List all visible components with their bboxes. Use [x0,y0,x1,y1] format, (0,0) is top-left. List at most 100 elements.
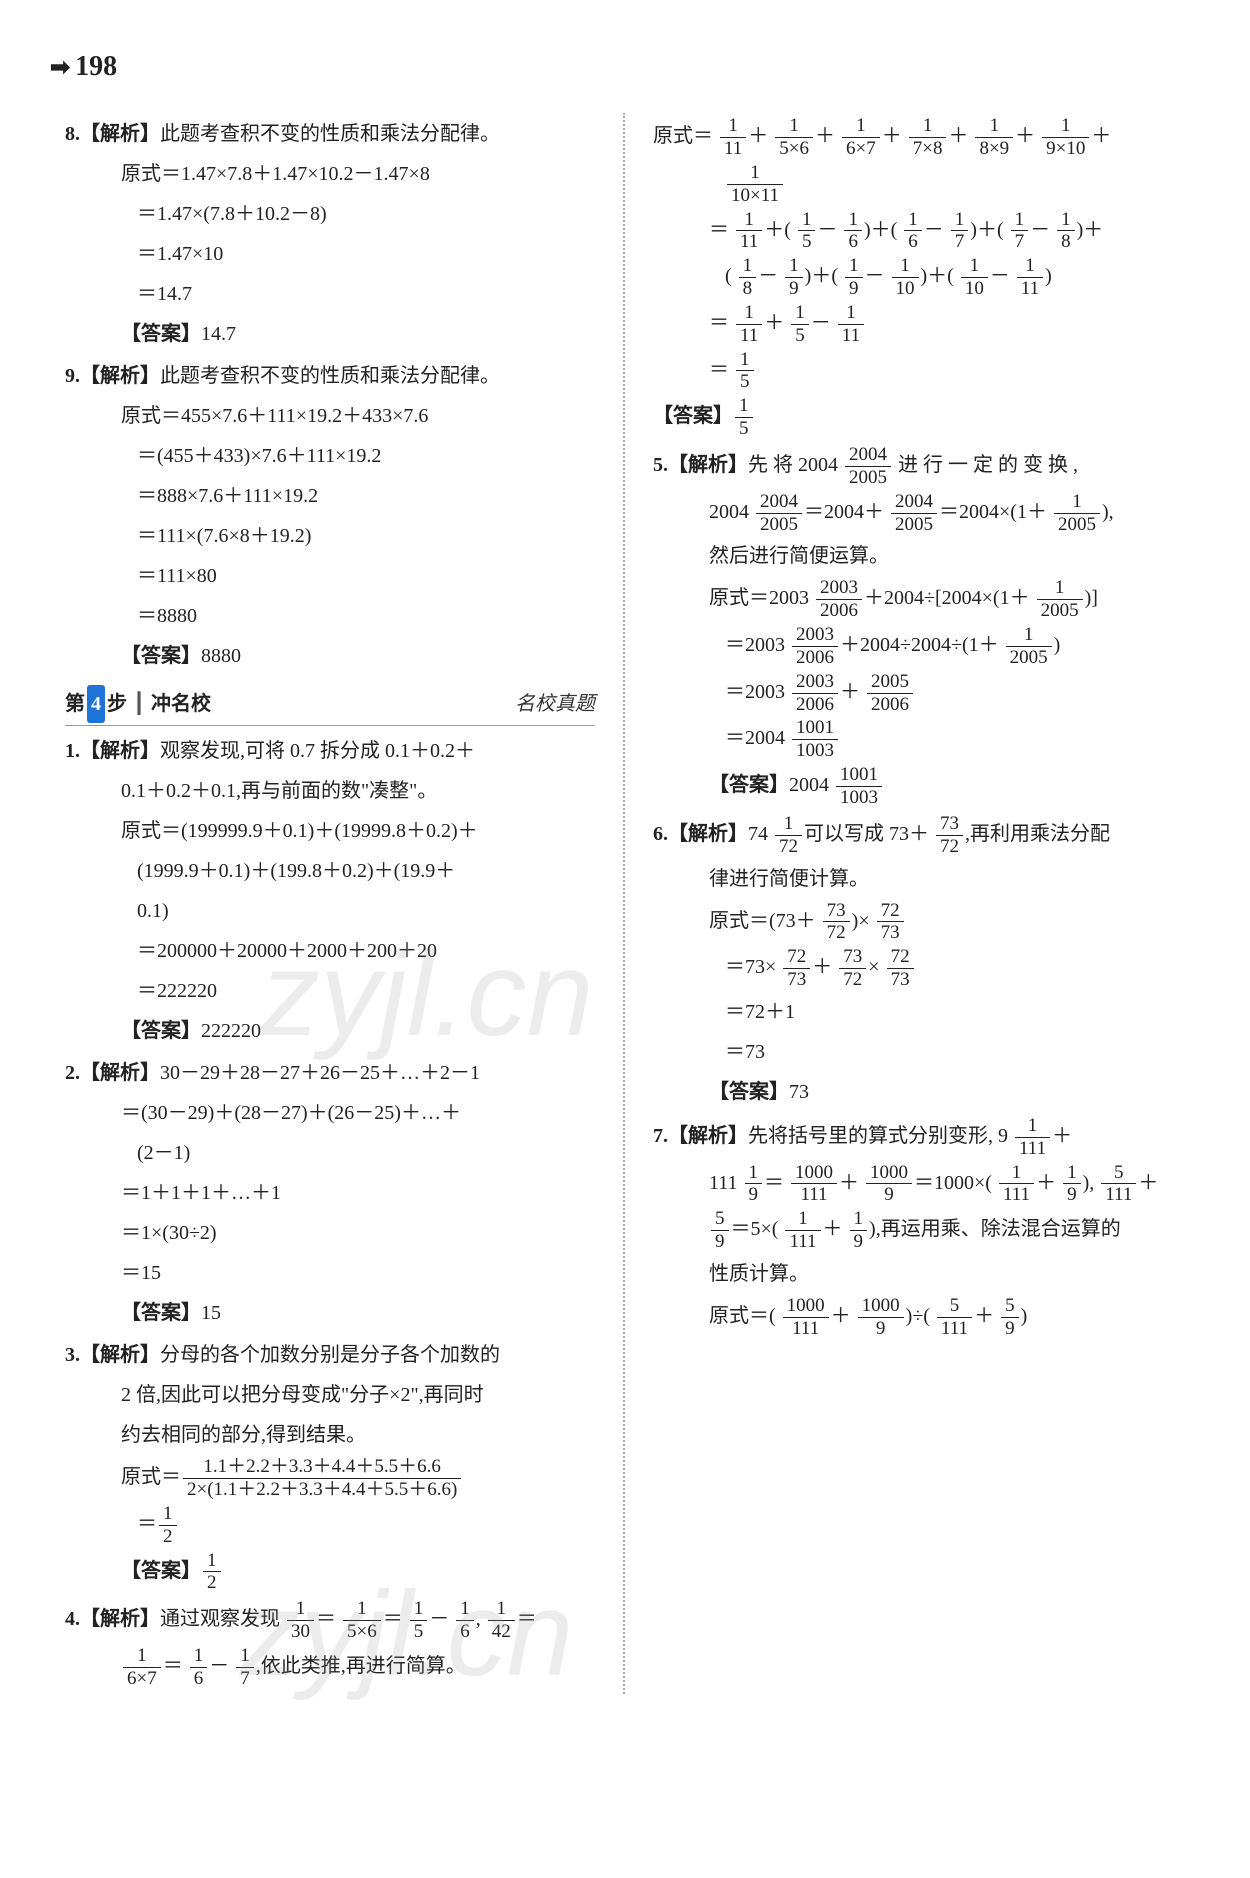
fraction: 18 [739,255,757,300]
text: ＋2004÷[2004×(1＋ [864,587,1030,609]
content-columns: 8.【解析】此题考查积不变的性质和乘法分配律。 原式＝1.47×7.8＋1.47… [50,113,1200,1693]
fraction: 16×7 [842,115,880,160]
problem-4: 4.【解析】通过观察发现 130＝ 15×6＝ 15－ 16, 142＝ 16×… [65,1598,595,1689]
q3-eq1: 原式＝1.1＋2.2＋3.3＋4.4＋5.5＋6.62×(1.1＋2.2＋3.3… [65,1456,595,1501]
q7-analysis-label: 【解析】 [668,1125,748,1147]
q9-analysis-label: 【解析】 [80,365,160,387]
text: ＋ [839,1172,859,1194]
text: )＋ [1077,219,1104,241]
q5-t1: 先 将 2004 [748,454,838,476]
frac-num: 1 [975,115,1013,138]
frac-num: 1 [1057,209,1075,232]
text: ＋ [823,1218,843,1240]
q6-answer-label: 【答案】 [709,1081,789,1103]
fraction: 10011003 [792,717,838,762]
text: ＝2004×(1＋ [939,501,1047,523]
frac-den: 2006 [792,647,838,669]
q9-analysis-text: 此题考查积不变的性质和乘法分配律。 [160,365,500,387]
text: － [924,219,944,241]
q1-num: 1. [65,740,80,762]
frac-num: 72 [887,946,914,969]
fraction: 20032006 [792,624,838,669]
problem-3: 3.【解析】分母的各个加数分别是分子各个加数的 2 倍,因此可以把分母变成"分子… [65,1336,595,1594]
frac-den: 9×10 [1042,138,1089,160]
q8-line3: ＝1.47×10 [65,235,595,273]
frac-den: 9 [866,1184,912,1206]
plus: ＋ [815,125,835,147]
text: ＋ [1052,1125,1072,1147]
q5-line2: 2004 20042005＝2004＋ 20042005＝2004×(1＋ 12… [653,491,1185,536]
fraction: 59 [711,1208,729,1253]
section-title: 冲名校 [151,685,211,723]
frac-den: 72 [839,969,866,991]
fraction: 19 [785,255,803,300]
frac-den: 72 [775,836,802,858]
fraction: 12005 [1054,491,1100,536]
fraction: 15×6 [343,1598,381,1643]
q3-eq1-prefix: 原式＝ [121,1466,181,1488]
frac-den: 11 [1017,278,1043,300]
frac-den: 9 [850,1231,868,1253]
q1-line2: (1999.9＋0.1)＋(199.8＋0.2)＋(19.9＋ [65,852,595,890]
frac-den: 6×7 [123,1668,161,1690]
fraction: 18×9 [975,115,1013,160]
frac-num: 1 [904,209,922,232]
frac-num: 1 [850,1208,868,1231]
q2-answer: 15 [201,1302,221,1324]
q1-answer: 222220 [201,1020,261,1042]
fraction: 16 [904,209,922,254]
q8-answer-label: 【答案】 [121,323,201,345]
frac-num: 1 [727,162,783,185]
frac-num: 1 [739,255,757,278]
q5-l3: 然后进行简便运算。 [653,537,1185,575]
frac-den: 30 [287,1621,314,1643]
fraction: 19 [850,1208,868,1253]
text: ＝5×( [731,1218,779,1240]
frac-num: 1 [736,349,754,372]
q3-text-c: 约去相同的部分,得到结果。 [65,1416,595,1454]
fraction: 110 [961,255,988,300]
q7-line3: 59＝5×( 1111＋ 19),再运用乘、除法混合运算的 [653,1208,1185,1253]
text: )＋( [921,265,954,287]
q6-e2: ＝73× 7273＋ 7372× 7273 [653,946,1185,991]
fraction: 172 [775,813,802,858]
frac-num: 1 [1017,255,1043,278]
left-column: 8.【解析】此题考查积不变的性质和乘法分配律。 原式＝1.47×7.8＋1.47… [50,113,625,1693]
q7-t1: 先将括号里的算式分别变形, 9 [748,1125,1008,1147]
minus-sign: － [429,1608,449,1630]
fraction: 111 [736,302,762,347]
q6-t1: 74 [748,823,768,845]
q9-line1: 原式＝455×7.6＋111×19.2＋433×7.6 [65,397,595,435]
fraction: 1000111 [791,1162,837,1207]
q9-answer: 8880 [201,645,241,667]
q5-answer-int: 2004 [789,774,829,796]
fraction: 20052006 [867,671,913,716]
fraction: 18 [1057,209,1075,254]
q6-e4: ＝73 [653,1033,1185,1071]
frac-num: 1001 [836,764,882,787]
frac-den: 5 [798,231,816,253]
fraction: 15 [735,395,753,440]
fraction: 10009 [866,1162,912,1207]
q4-line2: 16×7＝ 16－ 17,依此类推,再进行简算。 [65,1645,595,1690]
frac-den: 11 [736,325,762,347]
eq-sign: ＝ [709,359,729,381]
q8-line1: 原式＝1.47×7.8＋1.47×10.2－1.47×8 [65,155,595,193]
section-step-num: 4 [87,685,105,723]
frac-den: 1003 [792,740,838,762]
frac-num: 1000 [858,1295,904,1318]
fraction: 7273 [887,946,914,991]
q2-line4: ＝1×(30÷2) [65,1214,595,1252]
fraction: 1111 [785,1208,820,1253]
q3-text-b: 2 倍,因此可以把分母变成"分子×2",再同时 [65,1376,595,1414]
frac-den: 11 [838,325,864,347]
fraction: 1.1＋2.2＋3.3＋4.4＋5.5＋6.62×(1.1＋2.2＋3.3＋4.… [183,1456,461,1501]
header-arrow: ➡ [50,55,70,81]
frac-den: 5 [735,418,753,440]
text: ), [1102,501,1114,523]
text: ＋( [764,219,791,241]
frac-num: 1 [123,1645,161,1668]
q5-e4: ＝2004 10011003 [653,717,1185,762]
frac-num: 1 [775,115,813,138]
frac-num: 1 [844,209,862,232]
